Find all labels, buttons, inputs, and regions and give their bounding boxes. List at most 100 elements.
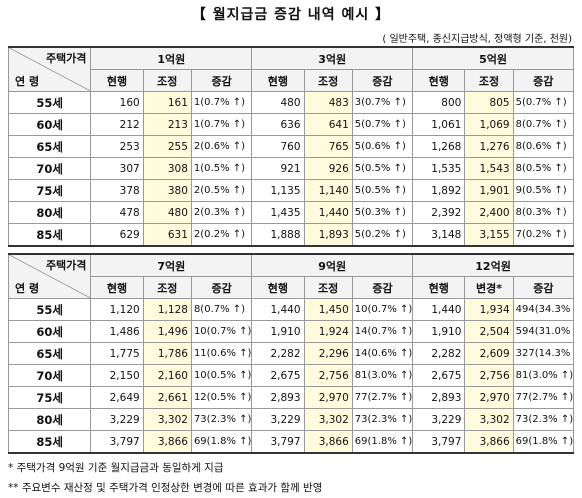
amount-cell: 2,400	[464, 201, 514, 224]
change-cell: 8(0.6% ↑)	[512, 135, 575, 158]
amount-cell: 2,609	[464, 342, 514, 365]
corner-top: 주택가격	[45, 52, 87, 65]
column-header: 증감	[190, 69, 253, 92]
column-header: 현행	[90, 276, 144, 299]
column-header: 현행	[251, 69, 305, 92]
amount-cell: 212	[90, 113, 144, 136]
change-cell: 2(0.5% ↑)	[190, 179, 253, 202]
column-header: 조정	[142, 69, 192, 92]
change-cell: 10(0.7% ↑)	[351, 298, 414, 321]
change-cell: 594(31.0% ↑)	[512, 320, 575, 343]
column-header: 현행	[251, 276, 305, 299]
data-row: 85세 629 631 2(0.2% ↑) 1,888 1,893 5(0.2% ↑) 3,1…	[7, 223, 575, 247]
data-table: 주택가격 연 령 7억원 9억원 12억원 현행 조정 증감 현행 조정 증감 현행 변경* 증감 55세 1…	[7, 253, 575, 454]
group-header: 5억원	[412, 46, 574, 70]
change-cell: 69(1.8% ↑)	[512, 430, 575, 454]
amount-cell: 1,435	[251, 201, 305, 224]
amount-cell: 2,970	[464, 386, 514, 409]
amount-cell: 2,296	[303, 342, 353, 365]
amount-cell: 1,496	[142, 320, 192, 343]
corner-cell: 주택가격 연 령	[7, 253, 92, 299]
amount-cell: 765	[303, 135, 353, 158]
age-cell: 75세	[7, 386, 92, 409]
amount-cell: 1,450	[303, 298, 353, 321]
change-cell: 7(0.2% ↑)	[512, 223, 575, 247]
change-cell: 8(0.7% ↑)	[512, 113, 575, 136]
title: 【 월지급금 증감 내역 예시 】	[191, 7, 391, 23]
amount-cell: 2,282	[251, 342, 305, 365]
column-header: 증감	[512, 276, 575, 299]
amount-cell: 3,797	[412, 430, 466, 454]
amount-cell: 3,229	[90, 408, 144, 431]
change-cell: 73(2.3% ↑)	[351, 408, 414, 431]
change-cell: 327(14.3% ↑)	[512, 342, 575, 365]
change-cell: 81(3.0% ↑)	[512, 364, 575, 387]
group-header: 12억원	[412, 253, 574, 277]
amount-cell: 161	[142, 91, 192, 114]
amount-cell: 1,893	[303, 223, 353, 247]
column-header: 조정	[464, 69, 514, 92]
amount-cell: 3,229	[412, 408, 466, 431]
change-cell: 69(1.8% ↑)	[351, 430, 414, 454]
amount-cell: 631	[142, 223, 192, 247]
amount-cell: 2,756	[464, 364, 514, 387]
change-cell: 77(2.7% ↑)	[351, 386, 414, 409]
amount-cell: 255	[142, 135, 192, 158]
group-header: 3억원	[251, 46, 414, 70]
amount-cell: 3,866	[464, 430, 514, 454]
column-header: 증감	[512, 69, 575, 92]
amount-cell: 160	[90, 91, 144, 114]
table-body: 55세 1,120 1,128 8(0.7% ↑) 1,440 1,450 10(0.7% …	[7, 298, 575, 454]
data-row: 55세 160 161 1(0.7% ↑) 480 483 3(0.7% ↑) 800 805 5…	[7, 91, 575, 114]
amount-cell: 478	[90, 201, 144, 224]
column-header: 증감	[351, 276, 414, 299]
amount-cell: 800	[412, 91, 466, 114]
amount-cell: 1,440	[303, 201, 353, 224]
amount-cell: 1,535	[412, 157, 466, 180]
amount-cell: 1,888	[251, 223, 305, 247]
note: ** 주요변수 재산정 및 주택가격 인정상한 변경에 따른 효과가 함께 반영	[8, 482, 323, 494]
change-cell: 5(0.3% ↑)	[351, 201, 414, 224]
age-cell: 85세	[7, 223, 92, 247]
column-header: 조정	[303, 276, 353, 299]
change-cell: 2(0.2% ↑)	[190, 223, 253, 247]
amount-cell: 1,440	[251, 298, 305, 321]
amount-cell: 2,675	[412, 364, 466, 387]
amount-cell: 2,504	[464, 320, 514, 343]
amount-cell: 1,486	[90, 320, 144, 343]
change-cell: 77(2.7% ↑)	[512, 386, 575, 409]
change-cell: 3(0.7% ↑)	[351, 91, 414, 114]
amount-cell: 1,934	[464, 298, 514, 321]
amount-cell: 1,120	[90, 298, 144, 321]
amount-cell: 483	[303, 91, 353, 114]
data-row: 60세 212 213 1(0.7% ↑) 636 641 5(0.7% ↑) 1,061 1,…	[7, 113, 575, 136]
age-cell: 60세	[7, 320, 92, 343]
subtitle: ( 일반주택, 종신지급방식, 정액형 기준, 천원)	[382, 34, 572, 45]
header-row: 주택가격 연 령 1억원 3억원 5억원	[7, 46, 574, 92]
table-head: 주택가격 연 령 1억원 3억원 5억원 현행 조정 증감 현행 조정 증감 현행 조정 증감	[7, 46, 575, 92]
amount-cell: 1,135	[251, 179, 305, 202]
amount-cell: 3,866	[142, 430, 192, 454]
age-cell: 65세	[7, 342, 92, 365]
amount-cell: 3,797	[251, 430, 305, 454]
amount-cell: 2,649	[90, 386, 144, 409]
data-row: 55세 1,120 1,128 8(0.7% ↑) 1,440 1,450 10(0.7% …	[7, 298, 575, 321]
change-cell: 14(0.7% ↑)	[351, 320, 414, 343]
data-row: 75세 378 380 2(0.5% ↑) 1,135 1,140 5(0.5% ↑) 1,8…	[7, 179, 575, 202]
amount-cell: 3,797	[90, 430, 144, 454]
change-cell: 1(0.7% ↑)	[190, 91, 253, 114]
group-header: 9억원	[251, 253, 414, 277]
age-cell: 55세	[7, 91, 92, 114]
change-cell: 9(0.5% ↑)	[512, 179, 575, 202]
change-cell: 10(0.5% ↑)	[190, 364, 253, 387]
amount-cell: 307	[90, 157, 144, 180]
amount-cell: 1,440	[412, 298, 466, 321]
amount-cell: 1,268	[412, 135, 466, 158]
amount-cell: 380	[142, 179, 192, 202]
column-header: 증감	[351, 69, 414, 92]
change-cell: 8(0.7% ↑)	[190, 298, 253, 321]
data-row: 65세 1,775 1,786 11(0.6% ↑) 2,282 2,296 14(0.6%…	[7, 342, 575, 365]
amount-cell: 308	[142, 157, 192, 180]
change-cell: 5(0.5% ↑)	[351, 179, 414, 202]
